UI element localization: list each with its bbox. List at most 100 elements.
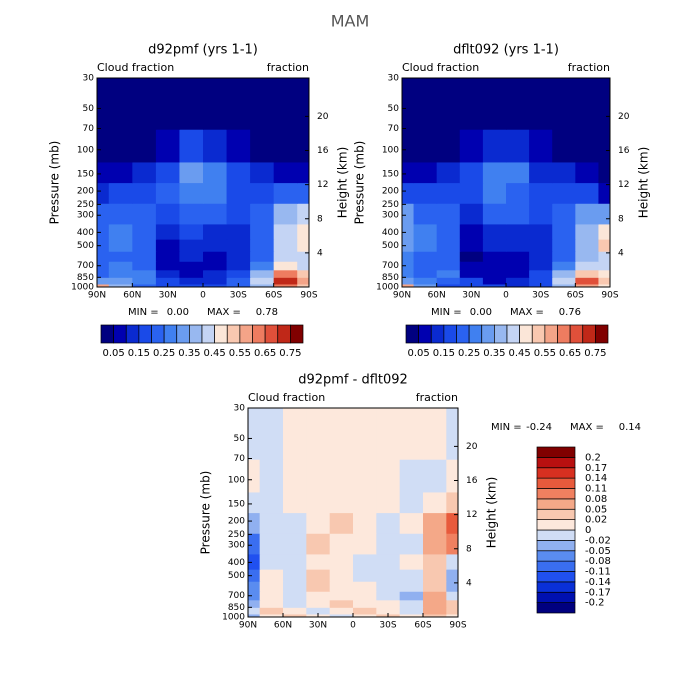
y-tick-label: 1000 (222, 613, 245, 623)
field-cell (446, 569, 458, 582)
field-cell (329, 591, 354, 601)
field-cell (297, 223, 309, 240)
field-cell (329, 408, 354, 460)
colorbar-box (536, 560, 576, 572)
field-cell (306, 491, 331, 514)
colorbar-box (290, 324, 304, 344)
field-cell (283, 533, 307, 555)
max-label: MAX = (510, 307, 544, 318)
field-cell (226, 277, 251, 285)
field-cell (575, 277, 600, 285)
field-cell (179, 261, 204, 271)
field-cell (446, 459, 458, 493)
field-cell (226, 261, 251, 271)
field-cell (203, 269, 228, 278)
colorbar-box (536, 581, 576, 593)
colorbar-box (264, 324, 279, 344)
field-cell (248, 553, 261, 570)
field-cell (575, 203, 600, 225)
x-tick-label: 30S (379, 621, 396, 631)
field-cell (259, 533, 284, 555)
field-cell (273, 182, 298, 204)
field-cell (598, 277, 610, 285)
field-cell (376, 607, 401, 615)
field-cell (399, 591, 424, 601)
colorbar-label: 0.15 (128, 348, 150, 359)
field-cell (132, 283, 157, 287)
colorbar-label: 0.14 (585, 473, 607, 484)
field-cell (399, 613, 424, 617)
field-cell (402, 223, 415, 240)
colorbar-label: 0.08 (585, 494, 607, 505)
field-cell (248, 459, 261, 493)
field-cell (436, 251, 461, 262)
field-cell (283, 512, 307, 534)
field-cell (97, 223, 110, 240)
field-cell (506, 129, 530, 163)
colorbar-label: 0 (585, 525, 591, 536)
field-cell (155, 239, 181, 252)
field-cell (413, 129, 438, 163)
y2-axis-label: Height (km) (336, 147, 350, 218)
field-cell (402, 269, 415, 278)
y-tick-label: 200 (228, 517, 245, 527)
field-cell (402, 239, 415, 252)
field-cell (306, 569, 331, 582)
colorbar-label: 0.25 (153, 348, 175, 359)
x-tick-label: 30N (159, 291, 177, 301)
field-cell (248, 591, 261, 601)
field-cell (506, 277, 530, 285)
y2-tick-label: 16 (618, 146, 630, 156)
field-cell (598, 261, 610, 271)
y-tick-label: 30 (83, 74, 95, 84)
colorbar-label: 0.45 (203, 348, 225, 359)
x-tick-label: 30S (230, 291, 247, 301)
field-cell (482, 283, 507, 287)
field-cell (423, 607, 447, 615)
left-note: Cloud fraction (402, 61, 479, 74)
field-cell (132, 269, 157, 278)
field-cell (598, 182, 610, 204)
field-cell (297, 161, 309, 184)
field-cell (283, 613, 307, 617)
field-cell (132, 239, 157, 252)
x-tick-label: 90S (449, 621, 466, 631)
y2-tick-label: 20 (317, 112, 329, 122)
colorbar-label: 0.2 (585, 452, 601, 463)
field-cell (259, 613, 284, 617)
field-cell (482, 161, 507, 184)
field-cell (353, 607, 377, 615)
field-cell (306, 599, 331, 608)
field-cell (552, 161, 576, 184)
field-cell (259, 408, 284, 460)
field-cell (97, 203, 110, 225)
y2-tick-label: 20 (618, 112, 630, 122)
min-label: MIN = (491, 422, 522, 433)
y2-tick-label: 16 (317, 146, 329, 156)
field (248, 408, 458, 617)
field-cell (226, 161, 251, 184)
field-cell (598, 283, 610, 287)
field-cell (436, 161, 461, 184)
x-tick-label: 0 (200, 291, 206, 301)
field-cell (402, 78, 415, 130)
y-axis-label: Pressure (mb) (48, 141, 62, 225)
min-value: 0.00 (167, 307, 189, 318)
y-tick-label: 300 (77, 211, 94, 221)
field-cell (552, 283, 576, 287)
left-note: Cloud fraction (248, 391, 325, 404)
field-cell (459, 78, 484, 130)
field-cell (529, 182, 553, 204)
field-cell (250, 78, 275, 130)
field-cell (436, 261, 461, 271)
field-cell (459, 129, 484, 163)
field-cell (179, 78, 204, 130)
field-cell (399, 491, 424, 514)
field-cell (376, 533, 401, 555)
field-cell (203, 261, 228, 271)
y-tick-label: 150 (228, 499, 245, 509)
y2-tick-label: 8 (317, 214, 323, 224)
field-cell (423, 459, 447, 493)
field-cell (283, 408, 307, 460)
field-cell (402, 261, 415, 271)
